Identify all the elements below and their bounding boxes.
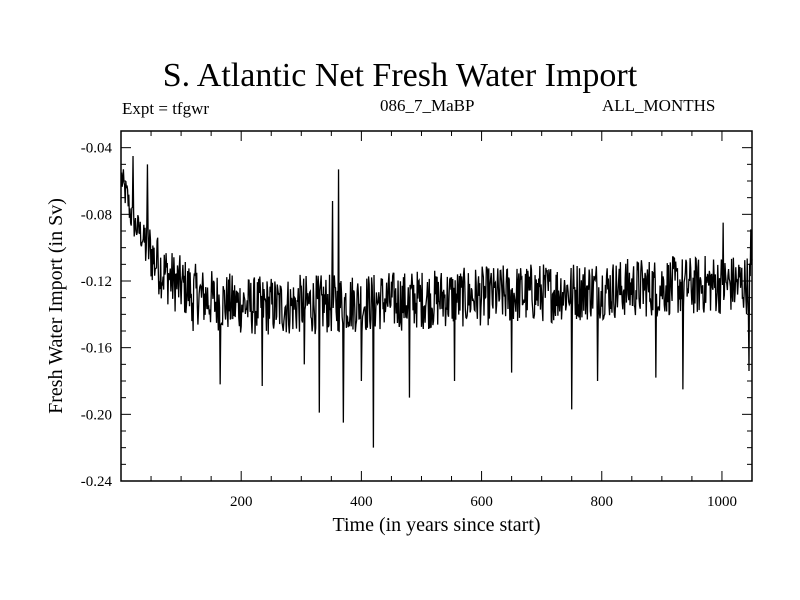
plot-frame [120, 130, 753, 482]
chart-title: S. Atlantic Net Fresh Water Import [162, 57, 638, 94]
x-axis-label: Time (in years since start) [332, 514, 540, 536]
axis-ticks [121, 130, 752, 482]
y-tick-label: -0.16 [81, 341, 113, 357]
y-tick-label: -0.04 [81, 141, 113, 157]
x-tick-label: 600 [470, 494, 493, 510]
y-axis-label: Fresh Water Import (in Sv) [45, 198, 67, 414]
chart-subtitle: 086_7_MaBP [380, 96, 475, 115]
tick-labels: 200 400 600 800 1000 -0.04 -0.08 -0.12 -0.16 -0.2… [81, 141, 737, 510]
x-tick-label: 1000 [707, 494, 737, 510]
x-tick-label: 400 [350, 494, 373, 510]
y-tick-label: -0.24 [81, 474, 113, 490]
x-tick-label: 200 [230, 494, 253, 510]
expt-label: Expt = tfgwr [122, 99, 210, 118]
y-tick-label: -0.20 [81, 407, 112, 423]
months-label: ALL_MONTHS [602, 96, 716, 115]
y-tick-label: -0.08 [81, 207, 112, 223]
y-tick-label: -0.12 [81, 274, 112, 290]
x-tick-label: 800 [591, 494, 614, 510]
series-line [120, 155, 753, 448]
